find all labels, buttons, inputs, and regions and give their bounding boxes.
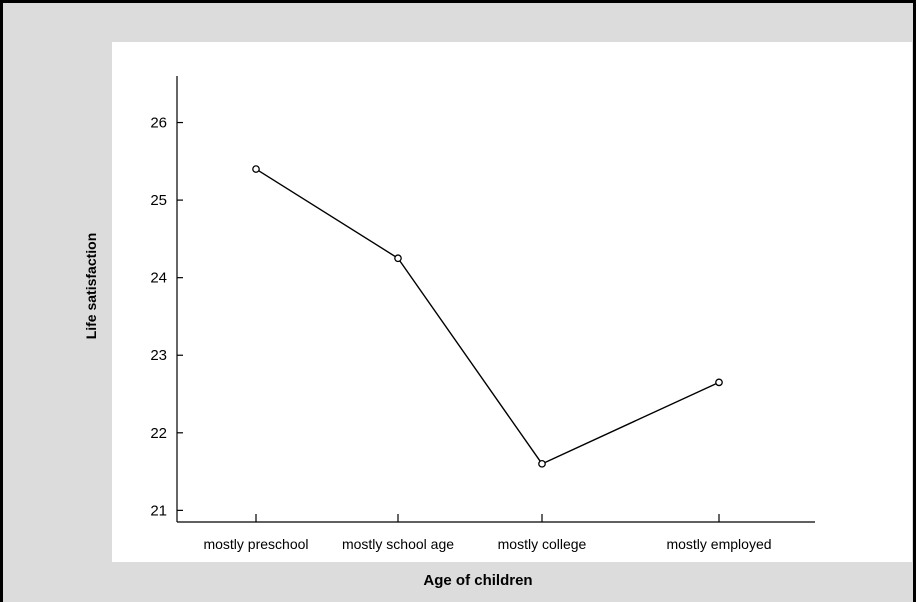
y-tick-label: 21 [150, 502, 167, 519]
y-tick-label: 24 [150, 270, 167, 287]
data-point [715, 378, 723, 387]
data-point [538, 459, 546, 468]
y-tick-label: 25 [150, 192, 167, 209]
y-axis-label: Life satisfaction [83, 233, 99, 340]
plot-panel [112, 42, 912, 562]
data-point [394, 254, 402, 263]
axes: 21 22 23 24 25 26 mostly preschool mostly schoo… [150, 76, 815, 552]
y-tick-label: 23 [150, 347, 167, 364]
series-group [252, 165, 723, 468]
y-tick-label: 26 [150, 115, 167, 132]
x-axis-label: Age of children [423, 572, 532, 589]
x-tick-label: mostly college [498, 536, 587, 552]
x-tick-label: mostly school age [342, 536, 454, 552]
y-tick-label: 22 [150, 425, 167, 442]
x-tick-label: mostly employed [666, 536, 771, 552]
series-line [255, 168, 720, 465]
x-tick-label: mostly preschool [203, 536, 308, 552]
data-point [252, 165, 260, 173]
